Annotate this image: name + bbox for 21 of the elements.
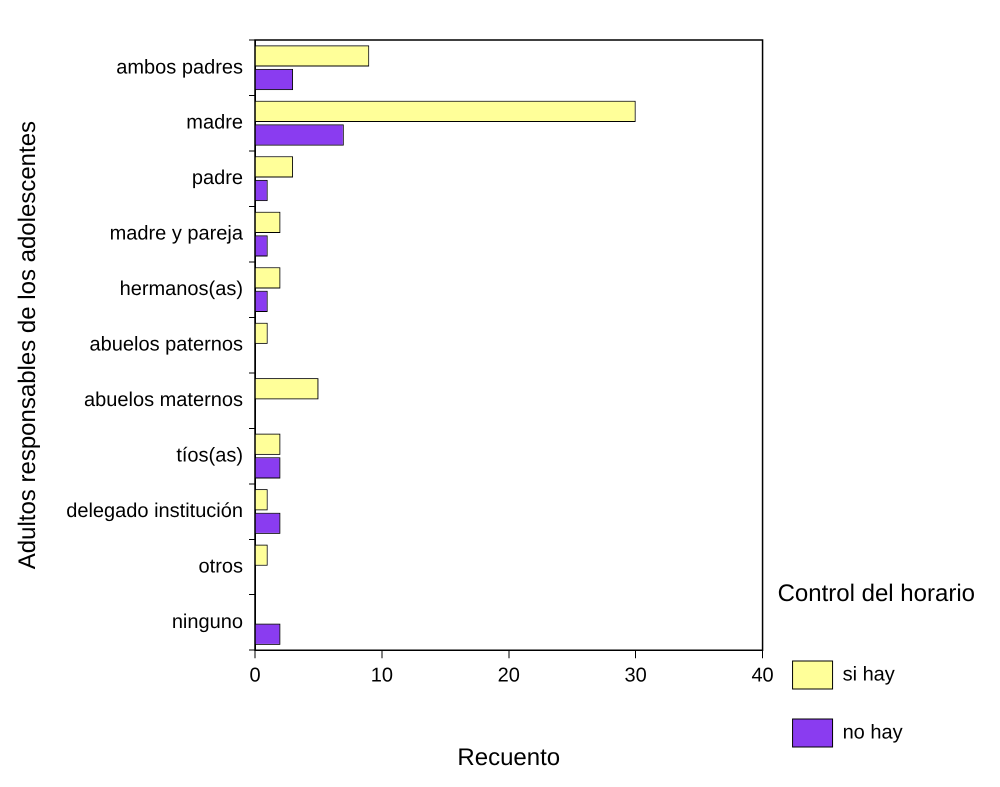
x-tick-label: 40: [751, 664, 774, 687]
legend-title: Control del horario: [778, 580, 975, 607]
x-axis-title: Recuento: [457, 744, 560, 772]
x-tick-label: 30: [624, 664, 647, 687]
y-tick-label: ambos padres: [116, 56, 243, 78]
legend-label: no hay: [842, 722, 903, 744]
legend-label: si hay: [842, 664, 895, 686]
y-tick-label: madre y pareja: [110, 222, 244, 245]
y-tick-label: abuelos paternos: [90, 334, 243, 356]
y-tick-label: abuelos maternos: [84, 389, 243, 412]
x-tick-label: 20: [498, 664, 520, 687]
y-tick-label: hermanos(as): [120, 278, 243, 300]
y-tick-label: padre: [192, 167, 243, 190]
y-tick-label: otros: [198, 556, 243, 578]
y-tick-label: ninguno: [172, 610, 243, 633]
y-tick-label: tíos(as): [176, 444, 243, 467]
y-tick-label: delegado institución: [66, 500, 243, 522]
y-axis-title: Adultos responsables de los adolescentes: [14, 120, 42, 570]
x-tick-label: 10: [370, 664, 394, 687]
y-tick-label: madre: [186, 112, 243, 134]
x-tick-label: 0: [249, 664, 261, 687]
